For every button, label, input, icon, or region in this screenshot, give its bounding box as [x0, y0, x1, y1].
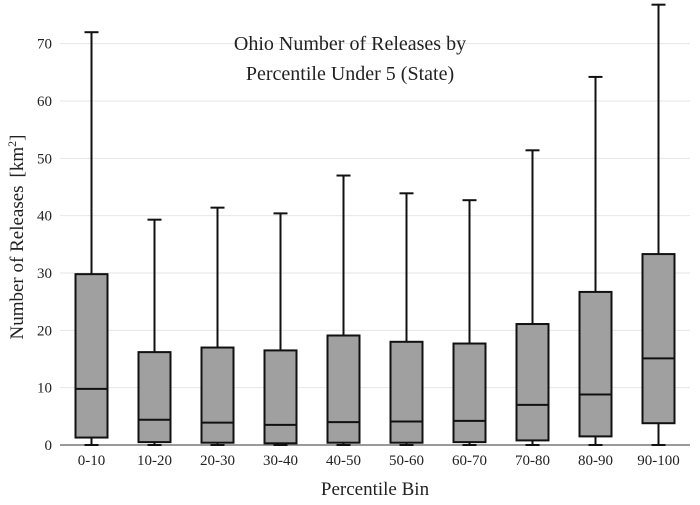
box-50-60 — [389, 192, 424, 446]
x-tick-label-50-60: 50-60 — [389, 453, 424, 469]
box-rect-80-90 — [578, 290, 613, 438]
x-tick-label-80-90: 80-90 — [578, 453, 613, 469]
box-rect-10-20 — [137, 351, 172, 444]
y-tick-label-40: 40 — [37, 209, 52, 225]
x-tick-label-70-80: 70-80 — [515, 453, 550, 469]
x-tick-label-30-40: 30-40 — [263, 453, 298, 469]
box-80-90 — [578, 75, 613, 446]
y-tick-label-20: 20 — [37, 323, 52, 339]
box-30-40 — [263, 212, 298, 446]
gridlines — [60, 43, 690, 389]
y-axis-title-main: Number of Releases — [7, 185, 28, 339]
y-tick-label-60: 60 — [37, 94, 52, 110]
y-axis-title: Number of Releases [km2] — [5, 135, 28, 340]
axes: 0 10 20 30 40 50 60 70 0-10 10-20 20-30 30-40 40-50 5… — [37, 37, 690, 469]
box-20-30 — [200, 206, 235, 446]
y-tick-label-50: 50 — [37, 151, 52, 167]
y-tick-label-70: 70 — [37, 37, 52, 53]
chart-title-line-2: Percentile Under 5 (State) — [246, 63, 454, 85]
y-tick-label-30: 30 — [37, 266, 52, 282]
box-rect-50-60 — [389, 340, 424, 444]
box-rect-40-50 — [326, 334, 361, 444]
box-0-10 — [74, 31, 109, 446]
y-tick-label-10: 10 — [37, 381, 52, 397]
y-axis-title-unit: [km — [7, 147, 28, 178]
box-rect-30-40 — [263, 349, 298, 445]
box-70-80 — [515, 149, 550, 446]
boxes — [74, 3, 676, 446]
y-tick-label-0: 0 — [45, 438, 53, 454]
x-tick-label-90-100: 90-100 — [637, 453, 680, 469]
box-90-100 — [641, 3, 676, 446]
box-10-20 — [137, 218, 172, 446]
box-60-70 — [452, 199, 487, 446]
y-axis-title-unit-sup: 2 — [5, 141, 19, 147]
box-rect-70-80 — [515, 323, 550, 442]
x-tick-label-10-20: 10-20 — [137, 453, 172, 469]
x-tick-label-60-70: 60-70 — [452, 453, 487, 469]
x-tick-label-0-10: 0-10 — [78, 453, 106, 469]
chart-title-line-1: Ohio Number of Releases by — [234, 33, 466, 55]
box-rect-0-10 — [74, 273, 109, 439]
y-axis-title-unit-close: ] — [7, 135, 28, 141]
box-rect-20-30 — [200, 346, 235, 444]
box-rect-60-70 — [452, 342, 487, 444]
x-axis-title: Percentile Bin — [321, 479, 430, 500]
x-tick-label-20-30: 20-30 — [200, 453, 235, 469]
x-tick-label-40-50: 40-50 — [326, 453, 361, 469]
box-rect-90-100 — [641, 253, 676, 425]
box-40-50 — [326, 174, 361, 446]
